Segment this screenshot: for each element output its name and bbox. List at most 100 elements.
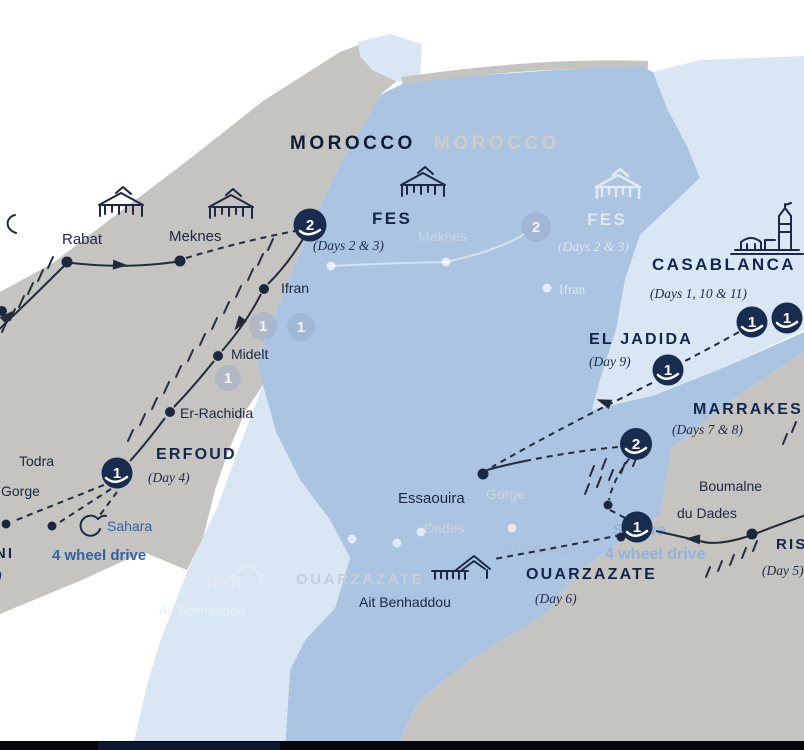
route-erfoud-excursion <box>99 491 118 516</box>
nights-badge-casablanca-first: 1 <box>736 306 768 338</box>
svg-text:2: 2 <box>306 217 314 234</box>
route-essaouira-marrakesh <box>524 446 619 462</box>
watermark-city-dot <box>347 534 357 544</box>
stop-days-rissani: (Day 5) <box>0 568 2 583</box>
stop-label-rissani-east-edge: RISSANI <box>776 536 804 553</box>
city-dot-todra <box>1 519 11 529</box>
city-dot-essaouira <box>477 468 489 480</box>
nights-badge-el-jadida: 1 <box>652 354 684 386</box>
city-dot-atlas-pass <box>603 500 613 510</box>
landmark-label-sahara: Sahara <box>107 518 152 534</box>
stop-label-marrakesh: MARRAKESH <box>693 401 804 418</box>
watermark-ifran-label: Ifran <box>559 282 585 297</box>
stop-label-el-jadida: EL JADIDA <box>589 331 693 348</box>
watermark-city-dot <box>392 538 402 548</box>
watermark-fes-days-label: (Days 2 & 3) <box>558 239 629 254</box>
watermark-city-dot <box>542 283 552 293</box>
watermark-fes-label: FES <box>587 210 627 229</box>
stop-label-casablanca: CASABLANCA <box>652 255 796 274</box>
nights-badge-fes: 2 <box>293 208 327 242</box>
landmark-label-todra: Todra <box>19 453 54 469</box>
stop-days-fes: (Days 2 & 3) <box>313 238 384 253</box>
arrow-to-essaouira <box>596 399 613 410</box>
stop-days-rissani-east-edge: (Day 5) <box>762 563 804 578</box>
mountain-hatching-middle-atlas <box>127 238 274 442</box>
svg-text:1: 1 <box>633 519 641 536</box>
route-meknes-fes <box>185 230 296 259</box>
watermark-city-dot <box>507 523 517 533</box>
svg-text:1: 1 <box>748 314 756 331</box>
stop-label-erfoud: ERFOUD <box>156 446 237 463</box>
mosque-icon-fragment-west <box>6 214 17 234</box>
watermark-country-label: MOROCCO <box>434 133 560 154</box>
route-eljadida-essaouira <box>491 382 653 468</box>
gray-shadow-bottomright <box>395 352 804 750</box>
city-dot-rabat <box>61 256 73 268</box>
ice-band-bottomleft <box>132 385 350 750</box>
gray-landmass <box>0 38 402 614</box>
landmass-shapes <box>0 34 804 750</box>
stop-label-rissani: RISSANI <box>0 545 14 562</box>
route-marrakesh-atlas <box>608 458 630 501</box>
watermark-gorge-label: Gorge <box>486 486 525 502</box>
watermark-meknes-label: Meknes <box>418 228 467 244</box>
route-midelt-errachidia <box>173 360 215 408</box>
blue-landmass <box>257 66 804 750</box>
watermark-gate-icon <box>594 167 642 200</box>
city-dots <box>0 255 758 542</box>
kasbah-icon-ait-benhaddou <box>431 555 491 580</box>
city-label-errachidia: Er-Rachidia <box>180 405 253 421</box>
svg-text:1: 1 <box>297 319 305 336</box>
svg-text:1: 1 <box>224 370 232 387</box>
route-arrows <box>0 259 701 545</box>
route-erfoud-todra <box>13 484 105 522</box>
city-dot-casablanca-west <box>0 306 7 316</box>
svg-text:1: 1 <box>259 318 267 335</box>
watermark-four-wheel-label: 4 wheel drive <box>605 546 706 563</box>
landmark-label-gorge: Gorge <box>1 483 40 499</box>
stop-label-fes: FES <box>372 209 412 228</box>
svg-text:2: 2 <box>632 436 640 453</box>
gate-icon-rabat <box>98 186 144 217</box>
watermark-dades-label: Dades <box>424 520 464 536</box>
city-dot-ifran <box>259 284 269 294</box>
city-label-boumalne-1: Boumalne <box>699 478 762 494</box>
route-casablanca-eljadida <box>684 331 740 362</box>
watermark-nights-badge-fes: 2 <box>521 212 551 242</box>
watermark-nights-badge-2: 1 <box>287 313 315 341</box>
gate-icon-meknes <box>208 188 254 219</box>
stop-days-ouarzazate: (Day 6) <box>535 591 577 606</box>
nights-badge-erfoud: 1 <box>101 457 133 489</box>
stop-days-casablanca: (Days 1, 10 & 11) <box>650 286 747 301</box>
svg-text:1: 1 <box>664 362 672 379</box>
stop-days-el-jadida: (Day 9) <box>589 354 631 369</box>
city-dot-sahara-stop <box>47 521 57 531</box>
nights-badge-marrakesh: 2 <box>620 428 652 460</box>
country-title: MOROCCO <box>290 133 416 154</box>
watermark-kasbah-icon <box>204 562 266 589</box>
city-dot-errachidia <box>165 407 175 417</box>
watermark-nights-badge-3: 1 <box>215 365 241 391</box>
stop-days-erfoud: (Day 4) <box>148 470 190 485</box>
footer-bar <box>0 741 804 750</box>
excursion-label-4wd: 4 wheel drive <box>52 547 146 564</box>
svg-text:1: 1 <box>113 465 121 482</box>
watermark-city-dot <box>416 527 426 537</box>
nights-badge-casablanca-second: 1 <box>771 302 803 334</box>
route-casablanca-rabat <box>0 265 65 330</box>
sahara-spiral-icon <box>79 514 107 537</box>
city-label-meknes: Meknes <box>169 228 222 245</box>
watermark-city-dot <box>326 261 336 271</box>
gate-icon-fes <box>400 166 446 197</box>
city-label-ifran: Ifran <box>281 280 309 296</box>
city-dot-ouarzazate <box>616 532 626 542</box>
arrow-to-ouarzazate <box>685 534 701 545</box>
city-label-boumalne-2: du Dades <box>677 505 737 521</box>
city-dot-midelt <box>213 351 223 361</box>
svg-text:2: 2 <box>532 219 540 236</box>
arrow-to-rabat <box>0 310 14 325</box>
watermark-ait-benhaddou-label: Ait Benhaddou <box>159 603 244 618</box>
route-lines <box>0 230 804 560</box>
watermark-ouarzazate-label: OUARZAZATE <box>296 571 424 588</box>
city-label-midelt: Midelt <box>231 346 268 362</box>
